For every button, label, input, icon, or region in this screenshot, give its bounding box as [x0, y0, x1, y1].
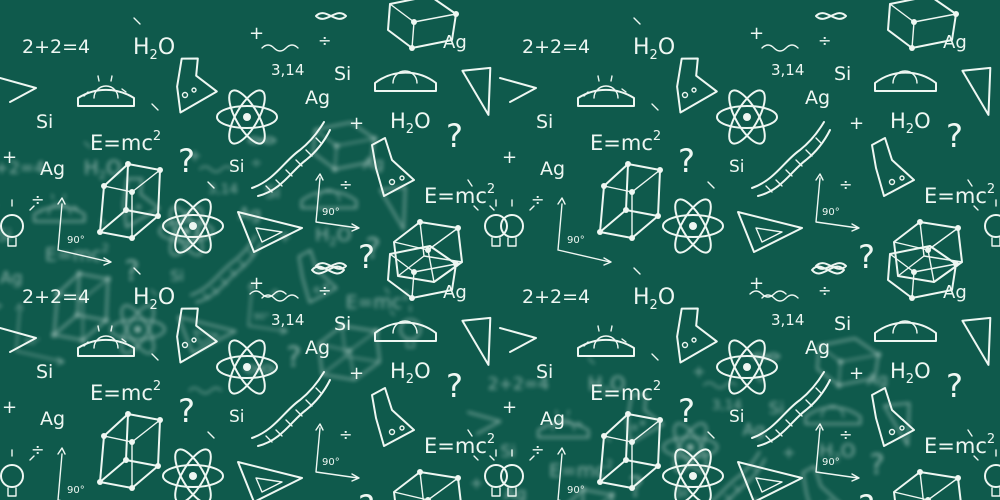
doodle-layer: 2+2=4 H2O Si Ag E=mc2 3,14 Si Ag H2O Si … — [0, 0, 1000, 500]
chalkboard-science-pattern: 2+2=4 H2O Si Ag E=mc2 3,14 Si Ag H2O Si … — [0, 0, 1000, 500]
doodle-tiles — [0, 0, 1000, 500]
